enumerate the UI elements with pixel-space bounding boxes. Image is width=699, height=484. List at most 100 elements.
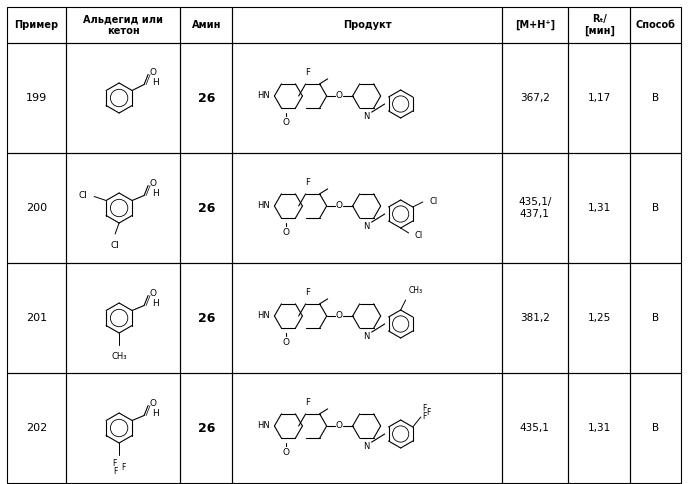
Bar: [232, 43, 502, 153]
Bar: [232, 7, 502, 43]
Bar: [180, 263, 232, 373]
Text: Cl: Cl: [415, 230, 423, 240]
Text: HN: HN: [257, 91, 269, 101]
Text: O: O: [150, 289, 157, 298]
Text: Продукт: Продукт: [343, 20, 391, 30]
Text: 367,2: 367,2: [520, 93, 549, 103]
Text: F: F: [426, 408, 430, 417]
Text: B: B: [652, 313, 659, 323]
Bar: [180, 373, 232, 483]
Text: B: B: [652, 423, 659, 433]
Text: O: O: [335, 201, 343, 211]
Text: F: F: [305, 398, 310, 407]
Text: H: H: [152, 189, 159, 198]
Text: HN: HN: [257, 422, 269, 430]
Bar: [630, 7, 681, 43]
Text: Cl: Cl: [78, 191, 87, 200]
Bar: [7, 43, 66, 153]
Bar: [66, 373, 180, 483]
Bar: [180, 153, 232, 263]
Text: 1,31: 1,31: [588, 203, 611, 213]
Bar: [568, 373, 630, 483]
Text: O: O: [150, 68, 157, 77]
Text: F: F: [113, 467, 117, 476]
Text: 200: 200: [26, 203, 47, 213]
Bar: [502, 373, 568, 483]
Text: 1,17: 1,17: [588, 93, 611, 103]
Bar: [630, 43, 681, 153]
Text: Пример: Пример: [15, 20, 59, 30]
Text: O: O: [283, 228, 290, 237]
Text: N: N: [363, 222, 370, 231]
Text: Способ: Способ: [636, 20, 676, 30]
Bar: [7, 373, 66, 483]
Bar: [502, 43, 568, 153]
Bar: [180, 7, 232, 43]
Bar: [66, 153, 180, 263]
Text: F: F: [121, 463, 126, 472]
Text: 202: 202: [26, 423, 47, 433]
Text: N: N: [363, 442, 370, 451]
Text: Cl: Cl: [430, 197, 438, 206]
Text: [M+H⁺]: [M+H⁺]: [514, 20, 555, 30]
Text: 201: 201: [26, 313, 47, 323]
Text: B: B: [652, 93, 659, 103]
Text: F: F: [421, 404, 426, 413]
Text: O: O: [335, 312, 343, 320]
Text: N: N: [363, 112, 370, 121]
Bar: [7, 263, 66, 373]
Bar: [502, 153, 568, 263]
Text: N: N: [363, 332, 370, 341]
Text: 26: 26: [198, 422, 215, 435]
Text: O: O: [283, 118, 290, 127]
Text: O: O: [283, 338, 290, 347]
Text: 381,2: 381,2: [520, 313, 549, 323]
Bar: [568, 263, 630, 373]
Bar: [568, 7, 630, 43]
Bar: [630, 153, 681, 263]
Text: F: F: [305, 68, 310, 77]
Bar: [66, 43, 180, 153]
Text: 26: 26: [198, 312, 215, 324]
Text: F: F: [421, 412, 426, 421]
Text: 1,25: 1,25: [588, 313, 611, 323]
Text: Rₜ/
[мин]: Rₜ/ [мин]: [584, 14, 614, 36]
Bar: [66, 263, 180, 373]
Bar: [568, 43, 630, 153]
Text: 26: 26: [198, 201, 215, 214]
Bar: [232, 373, 502, 483]
Text: Амин: Амин: [192, 20, 221, 30]
Text: O: O: [283, 448, 290, 457]
Bar: [7, 153, 66, 263]
Text: F: F: [113, 459, 117, 468]
Bar: [630, 373, 681, 483]
Text: Cl: Cl: [110, 241, 120, 250]
Text: O: O: [335, 91, 343, 101]
Text: HN: HN: [257, 312, 269, 320]
Text: O: O: [150, 399, 157, 408]
Text: 1,31: 1,31: [588, 423, 611, 433]
Text: 435,1: 435,1: [520, 423, 549, 433]
Text: Альдегид или
кетон: Альдегид или кетон: [83, 14, 163, 36]
Bar: [502, 263, 568, 373]
Bar: [232, 153, 502, 263]
Bar: [232, 263, 502, 373]
Text: H: H: [152, 409, 159, 418]
Text: O: O: [150, 179, 157, 188]
Text: H: H: [152, 78, 159, 87]
Text: CH₃: CH₃: [409, 286, 423, 295]
Text: 26: 26: [198, 91, 215, 105]
Text: F: F: [305, 288, 310, 297]
Text: 435,1/
437,1: 435,1/ 437,1: [518, 197, 552, 219]
Text: F: F: [305, 178, 310, 187]
Text: CH₃: CH₃: [111, 352, 127, 361]
Text: B: B: [652, 203, 659, 213]
Bar: [568, 153, 630, 263]
Text: 199: 199: [26, 93, 47, 103]
Text: O: O: [335, 422, 343, 430]
Text: H: H: [152, 299, 159, 308]
Bar: [66, 7, 180, 43]
Text: HN: HN: [257, 201, 269, 211]
Bar: [7, 7, 66, 43]
Bar: [502, 7, 568, 43]
